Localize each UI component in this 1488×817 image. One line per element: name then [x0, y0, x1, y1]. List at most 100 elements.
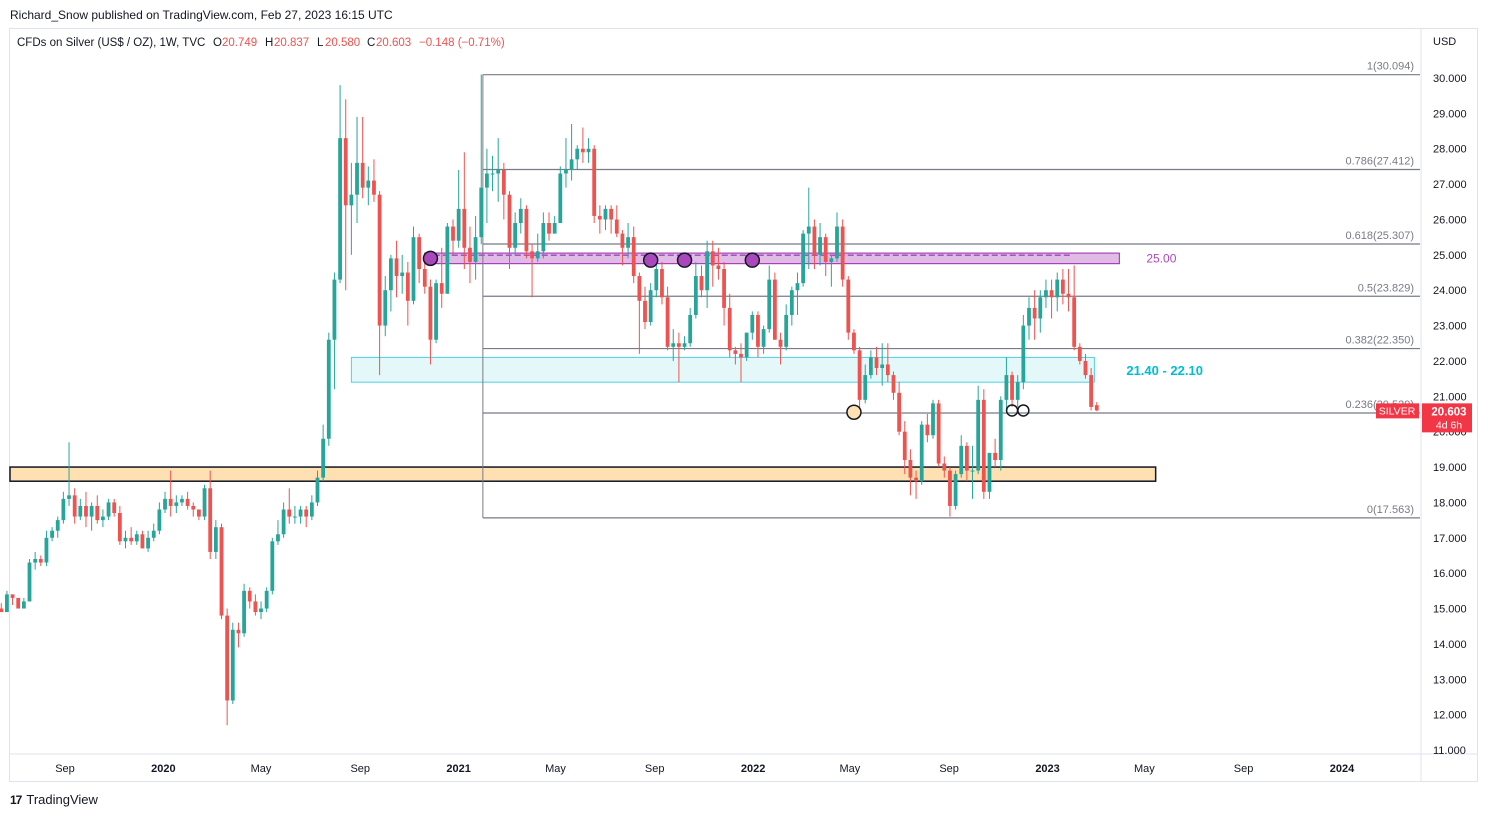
- price-tick-label: 13.000: [1433, 674, 1467, 686]
- currency-label: USD: [1433, 36, 1456, 48]
- candle-body: [654, 268, 659, 291]
- candle-body: [1015, 382, 1020, 400]
- candle-body: [818, 237, 822, 255]
- candle-body: [479, 187, 484, 238]
- candle: [547, 212, 551, 241]
- candle: [163, 491, 167, 514]
- candle-body: [208, 488, 213, 552]
- candle: [208, 470, 213, 560]
- candle: [818, 223, 822, 266]
- fib-level-label: 0(17.563): [1367, 504, 1414, 516]
- candle-body: [225, 615, 230, 701]
- candle: [756, 311, 760, 358]
- candle-body: [349, 194, 354, 206]
- candle: [405, 261, 410, 326]
- candle-body: [761, 329, 766, 347]
- candle-body: [806, 226, 811, 234]
- candle: [931, 399, 935, 439]
- time-tick-label: Sep: [1234, 763, 1254, 775]
- candle: [55, 516, 60, 538]
- candle: [693, 261, 698, 319]
- time-tick-label: 2022: [741, 763, 765, 775]
- candle-body: [298, 509, 303, 517]
- price-tick-label: 27.000: [1433, 179, 1467, 191]
- candle-body: [710, 251, 715, 266]
- candle-body: [112, 502, 117, 514]
- candle-body: [1027, 307, 1031, 326]
- candle-body: [575, 148, 580, 160]
- candle-body: [230, 629, 235, 701]
- candle-body: [389, 258, 393, 291]
- candle-body: [733, 350, 738, 354]
- candle-body: [157, 509, 162, 531]
- candle-body: [676, 343, 681, 347]
- candle: [10, 594, 15, 605]
- candle-body: [530, 251, 534, 259]
- candle-body: [293, 516, 297, 518]
- candle: [434, 279, 438, 344]
- candle: [5, 590, 9, 613]
- candle: [501, 162, 506, 220]
- candle-body: [880, 364, 885, 369]
- candle: [270, 537, 275, 595]
- candle-body: [400, 272, 405, 277]
- candle-body: [727, 307, 732, 351]
- candle: [106, 498, 111, 521]
- candle-body: [185, 498, 190, 506]
- price-tick-label: 15.000: [1433, 604, 1467, 616]
- candle: [981, 389, 986, 499]
- candle: [987, 452, 992, 499]
- candle: [1044, 279, 1048, 308]
- candle: [338, 85, 342, 284]
- candle: [1066, 268, 1071, 312]
- publisher-line: Richard_Snow published on TradingView.co…: [10, 8, 393, 22]
- candle: [38, 555, 43, 567]
- candle-body: [1038, 297, 1043, 319]
- price-tick-label: 25.000: [1433, 250, 1467, 262]
- candle-body: [106, 502, 111, 517]
- candle: [1027, 297, 1031, 340]
- price-tick-label: 22.000: [1433, 356, 1467, 368]
- candle: [16, 597, 21, 609]
- candle: [919, 421, 924, 485]
- candle-body: [163, 498, 167, 510]
- candle-body: [146, 537, 150, 549]
- time-tick-label: Sep: [645, 763, 665, 775]
- candle: [0, 603, 4, 613]
- candle-body: [772, 279, 777, 340]
- candle-body: [180, 498, 184, 503]
- candle-body: [21, 601, 26, 609]
- candle-body: [5, 594, 9, 613]
- candle-body: [660, 268, 664, 298]
- candle-body: [1055, 279, 1060, 298]
- candle: [180, 495, 184, 506]
- candle: [750, 311, 755, 340]
- orange-zone: [9, 466, 1157, 482]
- candle: [428, 279, 433, 365]
- candle-body: [959, 445, 964, 475]
- candle-body: [10, 594, 15, 598]
- candle: [33, 551, 38, 570]
- price-tick-label: 11.000: [1433, 745, 1466, 757]
- candle-body: [50, 530, 54, 538]
- candle-body: [485, 173, 489, 188]
- candle: [157, 502, 162, 535]
- candle: [552, 215, 557, 234]
- candle: [117, 505, 122, 545]
- candle-body: [637, 276, 642, 301]
- candle-body: [473, 237, 478, 262]
- candle-body: [439, 283, 444, 294]
- candle: [129, 527, 134, 545]
- legend-o-value: 20.749: [222, 37, 257, 49]
- candle-body: [925, 424, 930, 436]
- candle: [61, 491, 66, 524]
- candle-body: [355, 162, 359, 195]
- time-tick-label: 2023: [1035, 763, 1059, 775]
- candle: [490, 155, 495, 192]
- candle-body: [682, 343, 687, 347]
- legend-change: −0.148 (−0.71%): [419, 37, 505, 49]
- candle: [1089, 368, 1094, 411]
- candle-body: [631, 237, 636, 277]
- footer-brand[interactable]: 17 TradingView: [10, 792, 98, 807]
